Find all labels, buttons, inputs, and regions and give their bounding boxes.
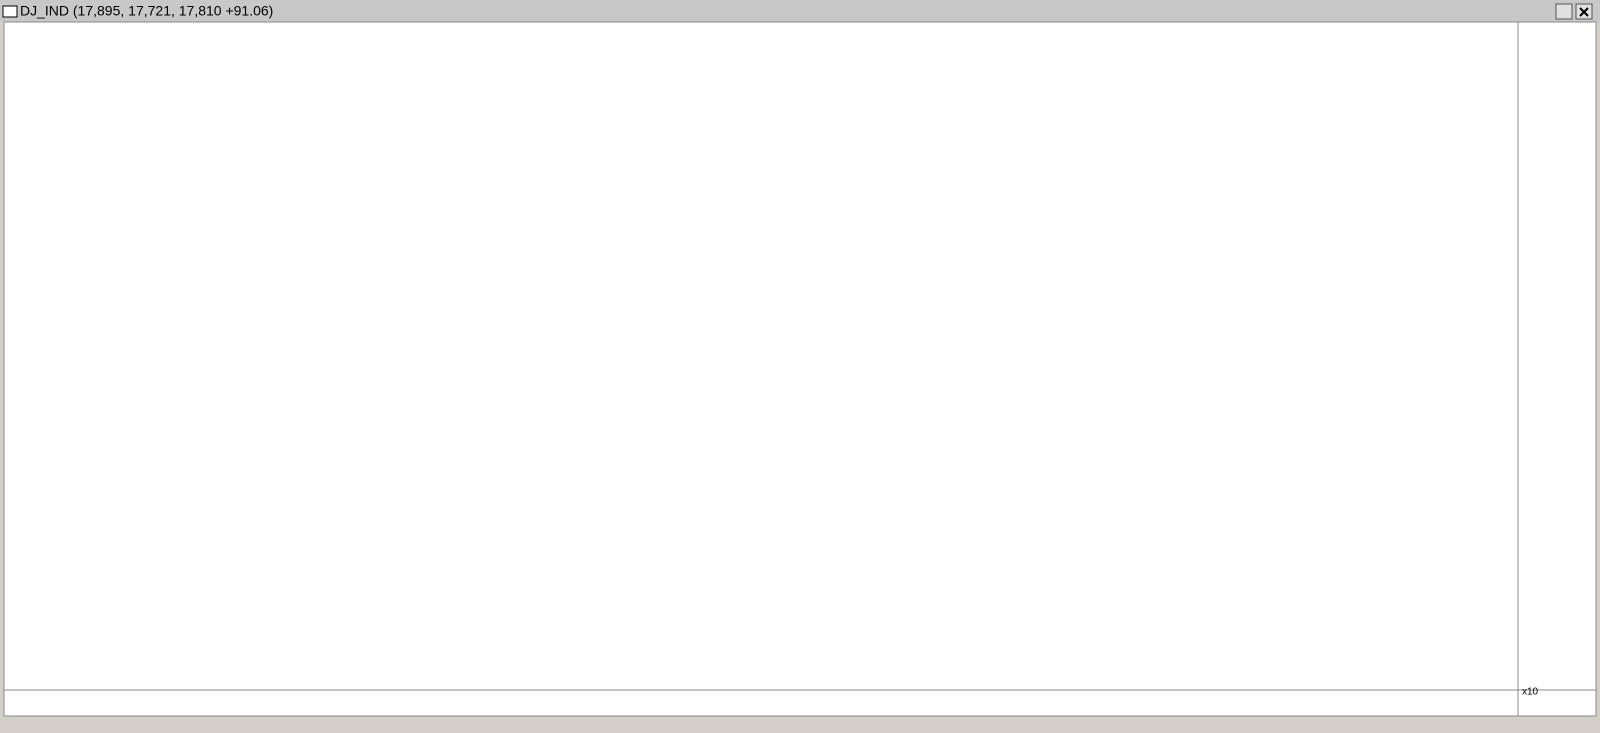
plot-frame [3, 21, 1597, 717]
window-icon [2, 5, 18, 18]
restore-button[interactable] [1555, 3, 1573, 20]
title-bar [0, 0, 1600, 22]
multiplier-label: x10 [1522, 687, 1539, 698]
window-title: DJ_IND (17,895, 17,721, 17,810 +91.06) [20, 3, 273, 19]
close-icon [1579, 7, 1589, 17]
